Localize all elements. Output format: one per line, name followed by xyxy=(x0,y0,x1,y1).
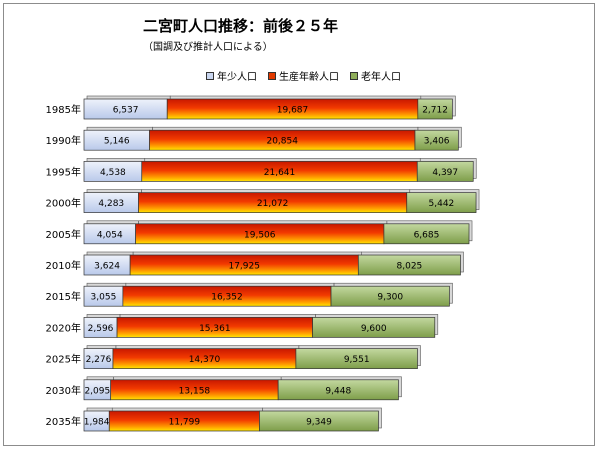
category-label: 1990年 xyxy=(46,134,81,147)
value-label-young: 3,624 xyxy=(94,262,120,272)
value-label-working: 21,641 xyxy=(264,168,296,178)
category-label: 2000年 xyxy=(46,197,81,210)
value-label-young: 2,276 xyxy=(86,355,112,365)
value-label-working: 16,352 xyxy=(211,293,243,303)
bar-elderly xyxy=(312,317,436,338)
value-label-young: 4,054 xyxy=(97,230,123,240)
value-label-working: 17,925 xyxy=(228,262,260,272)
value-label-young: 2,596 xyxy=(88,324,114,334)
value-label-young: 6,537 xyxy=(113,106,139,116)
legend-item-working: 生産年齢人口 xyxy=(268,68,339,83)
value-label-young: 4,538 xyxy=(100,168,126,178)
category-label: 2030年 xyxy=(46,384,81,397)
bar-elderly xyxy=(277,379,399,401)
legend-swatch-working xyxy=(268,71,276,80)
legend-item-young: 年少人口 xyxy=(206,68,257,83)
category-label: 2005年 xyxy=(46,228,81,241)
value-label-young: 4,283 xyxy=(98,199,124,209)
value-label-working: 21,072 xyxy=(257,199,289,209)
value-label-elderly: 9,349 xyxy=(306,418,332,428)
value-label-working: 15,361 xyxy=(199,324,231,334)
value-label-elderly: 9,300 xyxy=(377,293,403,303)
chart-subtitle: （国調及び推計人口による） xyxy=(143,42,273,53)
legend: 年少人口 生産年齢人口 老年人口 xyxy=(206,68,401,83)
legend-swatch-young xyxy=(206,71,214,80)
value-label-young: 3,055 xyxy=(91,293,117,303)
value-label-young: 2,095 xyxy=(84,386,110,396)
bar-elderly xyxy=(414,129,459,151)
value-label-working: 19,506 xyxy=(244,230,276,240)
bar-elderly xyxy=(259,410,379,432)
value-label-working: 14,370 xyxy=(189,355,221,365)
value-label-working: 20,854 xyxy=(266,137,298,147)
plot-area: 1985年 6,537 19,687 2,712 1990年 5,146 20,854 3,4… xyxy=(46,95,480,432)
value-label-young: 5,146 xyxy=(104,137,130,147)
legend-label-elderly: 老年人口 xyxy=(361,72,401,83)
value-label-elderly: 2,712 xyxy=(422,106,448,116)
value-label-elderly: 9,551 xyxy=(344,355,370,365)
value-label-working: 13,158 xyxy=(179,386,211,396)
category-label: 1985年 xyxy=(46,103,81,116)
value-label-elderly: 6,685 xyxy=(414,230,440,240)
legend-item-elderly: 老年人口 xyxy=(350,68,401,83)
category-label: 1995年 xyxy=(46,165,81,178)
value-label-elderly: 4,397 xyxy=(432,168,458,178)
value-label-elderly: 9,448 xyxy=(325,386,351,396)
bar-elderly xyxy=(357,254,461,276)
legend-label-young: 年少人口 xyxy=(217,72,257,83)
category-label: 2010年 xyxy=(46,259,81,272)
category-label: 2035年 xyxy=(46,415,81,428)
category-label: 2015年 xyxy=(46,290,81,303)
category-label: 2020年 xyxy=(46,321,81,334)
bar-elderly xyxy=(406,192,477,213)
value-label-elderly: 9,600 xyxy=(361,324,387,334)
category-label: 2025年 xyxy=(46,353,81,366)
bar-elderly xyxy=(295,348,418,369)
value-label-working: 11,799 xyxy=(169,418,201,428)
value-label-young: 1,984 xyxy=(84,418,110,428)
value-label-elderly: 3,406 xyxy=(424,137,450,147)
bar-elderly xyxy=(383,223,470,245)
chart-title: 二宮町人口推移：前後２５年 xyxy=(143,17,339,35)
value-label-elderly: 5,442 xyxy=(429,199,455,209)
bar-elderly xyxy=(417,98,453,120)
value-label-working: 19,687 xyxy=(277,106,309,116)
bar-elderly xyxy=(416,161,474,182)
bar-elderly xyxy=(330,285,450,307)
legend-swatch-elderly xyxy=(350,71,358,80)
value-label-elderly: 8,025 xyxy=(397,262,423,272)
legend-label-working: 生産年齢人口 xyxy=(279,72,339,83)
